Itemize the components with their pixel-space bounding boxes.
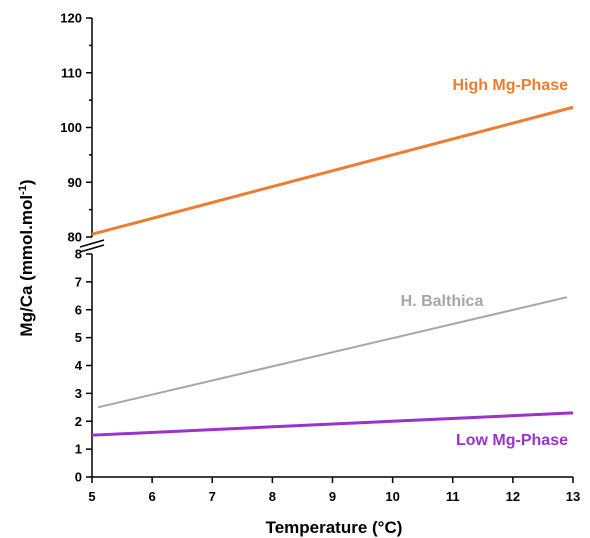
y-tick-label: 90 xyxy=(68,175,82,190)
y-tick-label: 3 xyxy=(75,386,82,401)
x-tick-label: 11 xyxy=(446,489,460,504)
x-axis-title: Temperature (°C) xyxy=(266,518,403,537)
series-labels: High Mg-Phase H. Balthica Low Mg-Phase xyxy=(401,77,568,449)
series-line-high-mg-phase xyxy=(91,105,574,236)
y-tick-label: 4 xyxy=(75,358,83,373)
y-tick-label: 5 xyxy=(75,330,82,345)
y-tick-label: 110 xyxy=(61,65,82,80)
series-lines xyxy=(91,105,574,437)
axis-break-mark-top xyxy=(79,239,105,248)
x-tick-label: 9 xyxy=(329,489,336,504)
y-axis-title-close: ) xyxy=(17,179,36,185)
x-tick-label: 10 xyxy=(385,489,399,504)
y-tick-label: 6 xyxy=(75,302,82,317)
y-tick-label: 120 xyxy=(60,11,82,26)
series-line-h-balthica xyxy=(97,296,568,409)
y-tick-label: 8 xyxy=(75,247,82,262)
x-tick-label: 5 xyxy=(88,489,95,504)
series-label-high-mg-phase: High Mg-Phase xyxy=(452,77,568,94)
y-tick-label: 7 xyxy=(75,274,82,289)
series-label-low-mg-phase: Low Mg-Phase xyxy=(456,432,568,449)
y-tick-label: 1 xyxy=(75,442,82,457)
y-tick-label: 0 xyxy=(75,470,82,485)
y-axis-title: Mg/Ca (mmol.mol-1) xyxy=(17,179,36,336)
x-tick-label: 13 xyxy=(566,489,580,504)
x-tick-label: 8 xyxy=(269,489,276,504)
y-axis-title-superscript: -1 xyxy=(17,185,29,195)
series-line-low-mg-phase xyxy=(91,411,574,437)
y-tick-label: 2 xyxy=(75,414,82,429)
x-tick-label: 7 xyxy=(209,489,216,504)
y-axis-title-main: Mg/Ca (mmol.mol xyxy=(17,195,36,337)
y-tick-label: 100 xyxy=(60,120,82,135)
x-tick-label: 6 xyxy=(149,489,156,504)
series-label-h-balthica: H. Balthica xyxy=(401,293,484,310)
axis-break-mark-bottom xyxy=(79,244,105,253)
y-tick-label: 80 xyxy=(68,230,82,245)
x-tick-label: 12 xyxy=(506,489,520,504)
